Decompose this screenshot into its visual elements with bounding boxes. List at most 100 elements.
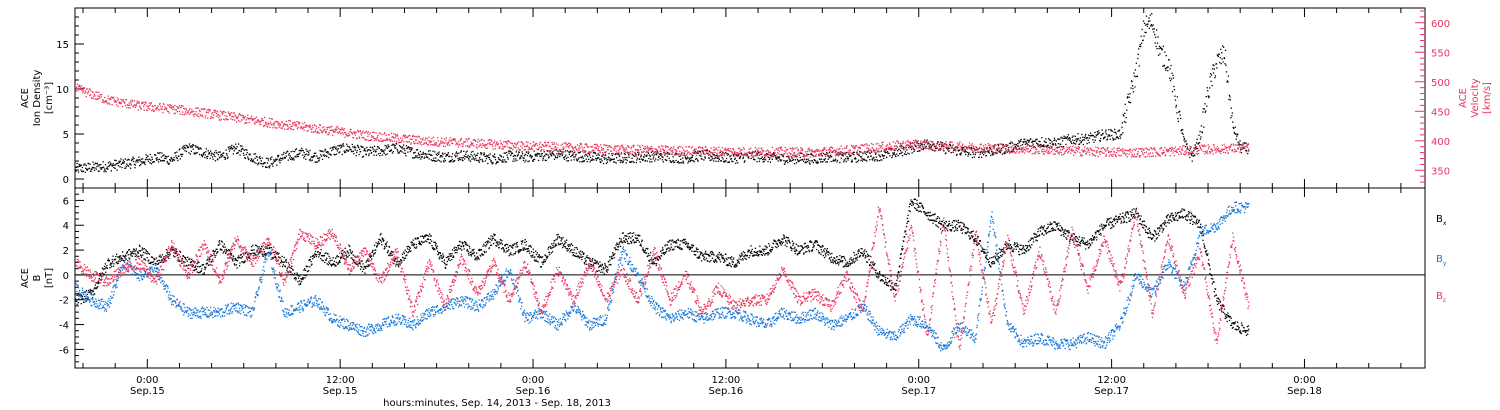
data-point [1148,17,1150,19]
data-point [1232,143,1234,145]
data-point [838,154,840,156]
data-point [374,138,377,141]
data-point [646,145,649,148]
data-point [883,155,885,157]
data-point [89,163,91,165]
data-point [271,156,273,158]
data-point [186,113,188,115]
data-point [153,110,155,112]
data-point [1087,149,1089,152]
data-point [1166,148,1168,150]
data-point [1114,151,1116,153]
data-point [201,109,203,111]
data-point [910,146,912,148]
data-point [291,156,293,159]
data-point [1196,151,1198,153]
data-point [128,107,130,109]
data-point [1116,136,1119,139]
data-point [131,99,133,101]
data-point [369,149,371,151]
data-point [525,145,527,147]
data-point [989,148,991,150]
data-point [1147,20,1150,22]
data-point [467,138,470,140]
data-point [831,151,833,153]
data-point [343,129,345,131]
data-point [527,152,529,155]
data-point [816,162,818,164]
data-point [651,148,653,150]
data-point [956,149,958,151]
data-point [870,155,872,157]
data-point [1112,137,1114,139]
data-point [563,158,566,161]
data-point [443,158,446,160]
data-point [1042,145,1044,148]
data-point [137,109,139,111]
data-point [1074,146,1076,148]
data-point [552,148,554,150]
data-point [791,156,793,158]
data-point [363,148,366,151]
data-point [297,126,299,128]
data-point [1242,147,1245,149]
data-point [319,154,322,156]
data-point [253,119,255,121]
data-point [509,148,511,150]
data-point [777,152,779,154]
data-point [373,137,375,139]
data-point [948,145,950,147]
data-point [1078,143,1081,145]
data-point [381,150,383,153]
data-point [156,159,158,161]
data-point [430,154,432,156]
data-point [376,148,378,151]
data-point [454,154,456,156]
data-point [853,151,855,153]
data-point [543,145,545,147]
data-point [636,159,638,161]
data-point [568,146,570,149]
data-point [1188,153,1191,155]
data-point [722,151,724,153]
data-point [985,154,988,157]
data-point [481,138,483,141]
data-point [601,155,603,157]
data-point [606,161,609,163]
data-point [565,157,568,159]
data-point [451,158,453,161]
data-point [681,162,683,164]
data-point [224,119,226,121]
data-point [522,159,525,162]
data-point [79,165,82,167]
data-point [121,166,123,169]
data-point [1189,156,1191,159]
data-point [829,148,831,150]
data-point [520,157,522,159]
data-point [120,163,123,165]
data-point [929,148,931,150]
data-point [427,150,430,152]
data-point [782,154,785,157]
data-point [486,155,489,157]
data-point [277,124,279,126]
data-point [1034,153,1036,155]
data-point [852,145,854,147]
data-point [76,83,79,85]
data-point [504,152,506,154]
data-point [991,152,993,155]
data-point [828,149,830,151]
data-point [400,150,402,152]
data-point [1245,151,1247,153]
data-point [617,153,620,155]
data-point [971,148,973,150]
data-point [761,149,763,151]
data-point [598,154,600,156]
data-point [170,157,173,159]
density-tick-label: 10 [56,85,69,96]
data-point [656,149,658,151]
data-point [1113,147,1115,149]
data-point [1210,73,1212,75]
data-point [309,158,312,160]
data-point [972,153,975,155]
